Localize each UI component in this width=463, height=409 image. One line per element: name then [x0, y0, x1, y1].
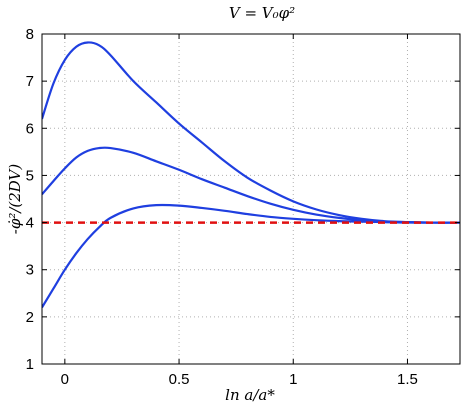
- grid: [42, 33, 460, 365]
- x-tick-label: 0: [61, 371, 69, 388]
- plot-frame: [41, 33, 461, 365]
- series-line-1: [42, 41, 460, 224]
- series-line-2: [42, 146, 460, 224]
- y-axis-label: -φ̇²/(2DV): [6, 164, 24, 235]
- y-tick-label: 7: [26, 73, 34, 90]
- y-tick-label: 6: [26, 120, 34, 137]
- x-axis-label: ln a/a*: [225, 386, 275, 404]
- y-tick-label: 5: [26, 167, 34, 184]
- ticks: 0 0.5 1 1.5 1 2 3 4 5 6 7 8: [26, 26, 460, 388]
- series-line-3: [42, 203, 460, 308]
- chart-title: V = V₀φ²: [229, 4, 295, 22]
- y-tick-label: 3: [26, 262, 34, 279]
- x-tick-label: 1: [289, 371, 297, 388]
- y-tick-label: 2: [26, 309, 34, 326]
- series-layer: [42, 41, 460, 308]
- y-tick-label: 8: [26, 26, 34, 43]
- y-tick-label: 4: [26, 215, 34, 232]
- x-tick-label: 1.5: [397, 371, 418, 388]
- y-tick-label: 1: [26, 356, 34, 373]
- x-tick-label: 0.5: [169, 371, 190, 388]
